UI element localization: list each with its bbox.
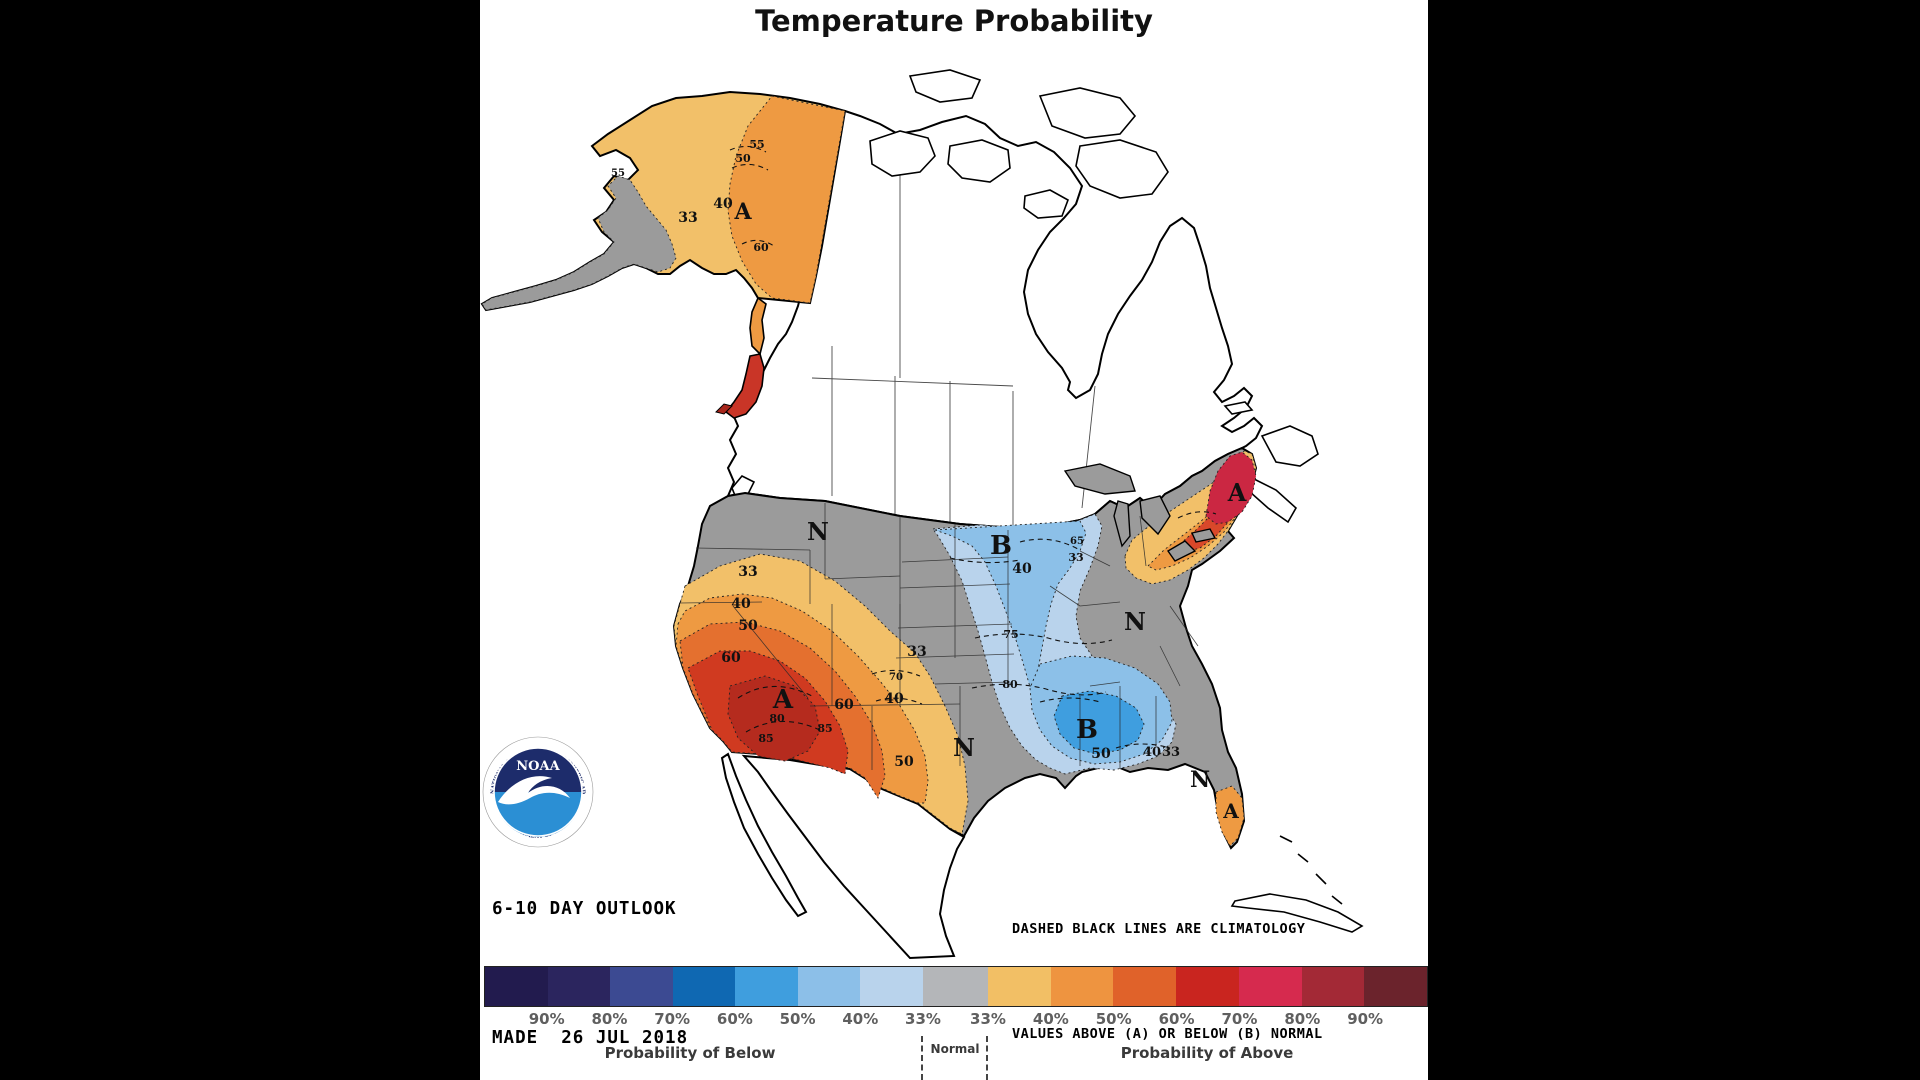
map-label-letter-A: A bbox=[1227, 478, 1247, 507]
map-canada bbox=[726, 69, 1319, 530]
normal-divider-left bbox=[921, 1036, 923, 1080]
colorbar-below-seg-3 bbox=[672, 967, 736, 1006]
map-label-contour-50: 50 bbox=[894, 754, 914, 770]
caption-normal: Normal bbox=[930, 1042, 980, 1056]
forecast-graphic-panel: Temperature Probability bbox=[480, 0, 1428, 1080]
colorbar-below-seg-6 bbox=[860, 967, 924, 1006]
map-label-letter-N: N bbox=[1124, 607, 1146, 636]
map-label-contour-40: 40 bbox=[1143, 745, 1161, 760]
map-label-contour-33: 33 bbox=[907, 644, 926, 660]
map-label-climo-80: 80 bbox=[1002, 678, 1018, 691]
map-label-contour-50: 50 bbox=[738, 618, 758, 634]
noaa-seagull-icon bbox=[498, 776, 570, 805]
issuance-line: 6-10 DAY OUTLOOK bbox=[492, 899, 677, 919]
map-label-contour-40: 40 bbox=[1012, 561, 1032, 577]
map-label-contour-33: 33 bbox=[738, 564, 757, 580]
note-line: DASHED BLACK LINES ARE CLIMATOLOGY bbox=[1012, 921, 1306, 937]
page-title: Temperature Probability bbox=[755, 4, 1153, 38]
map-label-contour-60: 60 bbox=[834, 697, 854, 713]
tick-above-40%: 40% bbox=[1032, 1010, 1069, 1028]
issuance-line: MADE 26 JUL 2018 bbox=[492, 1028, 689, 1048]
map-label-climo-85: 85 bbox=[817, 722, 832, 735]
map-label-contour-33: 33 bbox=[1162, 745, 1180, 760]
colorbar-above-seg-1 bbox=[1050, 967, 1114, 1006]
tick-above-90%: 90% bbox=[1347, 1010, 1384, 1028]
map-climatology-dashed-lines bbox=[729, 145, 1217, 749]
colorbar-below-seg-5 bbox=[797, 967, 861, 1006]
map-label-contour-33: 33 bbox=[1068, 551, 1083, 564]
colorbar-above-seg-3 bbox=[1176, 967, 1239, 1006]
colorbar-above-seg-4 bbox=[1238, 967, 1302, 1006]
colorbar-above-seg-0 bbox=[987, 967, 1051, 1006]
map-label-climo-75: 75 bbox=[1003, 628, 1018, 641]
tick-below-60%: 60% bbox=[716, 1010, 753, 1028]
noaa-wordmark: NOAA bbox=[516, 759, 560, 774]
map-caribbean bbox=[1230, 835, 1364, 933]
caption-probability-below: Probability of Below bbox=[604, 1044, 776, 1062]
map-label-climo-55: 55 bbox=[611, 168, 625, 179]
map-label-letter-A: A bbox=[772, 685, 794, 715]
colorbar-below-seg-2 bbox=[610, 967, 673, 1006]
tick-below-70%: 70% bbox=[654, 1010, 691, 1028]
map-label-letter-N: N bbox=[1190, 767, 1210, 793]
map-label-climo-70: 70 bbox=[889, 672, 903, 683]
colorbar-below-seg-4 bbox=[735, 967, 798, 1006]
tick-below-33%: 33% bbox=[905, 1010, 941, 1028]
map-label-letter-N: N bbox=[807, 517, 829, 546]
map-label-contour-40: 40 bbox=[884, 691, 904, 707]
tick-below-50%: 50% bbox=[779, 1010, 816, 1028]
colorbar-above-seg-6 bbox=[1364, 967, 1427, 1006]
map-label-letter-B: B bbox=[990, 531, 1012, 561]
normal-divider-right bbox=[986, 1036, 988, 1080]
colorbar-above-seg-2 bbox=[1113, 967, 1177, 1006]
noaa-logo: NATIONAL OCEANIC AND ATMOSPHERIC ADMINIS… bbox=[482, 736, 594, 848]
map-label-letter-A: A bbox=[733, 199, 752, 225]
map-label-climo-65: 65 bbox=[1070, 536, 1084, 547]
noaa-seal-rim bbox=[493, 747, 583, 837]
tick-above-80%: 80% bbox=[1284, 1010, 1321, 1028]
map-label-climo-60: 60 bbox=[753, 241, 769, 254]
colorbar-below-seg-1 bbox=[547, 967, 611, 1006]
map-below-normal-regions bbox=[932, 513, 1177, 775]
tick-above-33%: 33% bbox=[970, 1010, 1006, 1028]
tick-below-90%: 90% bbox=[528, 1010, 565, 1028]
probability-colorbar bbox=[484, 966, 1428, 1007]
map-label-letter-N: N bbox=[953, 733, 975, 762]
caption-probability-above: Probability of Above bbox=[1120, 1044, 1294, 1062]
map-label-letter-A: A bbox=[1222, 799, 1239, 823]
map-label-contour-40: 40 bbox=[731, 596, 751, 612]
tick-below-40%: 40% bbox=[842, 1010, 879, 1028]
map-label-letter-B: B bbox=[1076, 715, 1098, 745]
tick-above-60%: 60% bbox=[1158, 1010, 1195, 1028]
map-label-contour-33: 33 bbox=[678, 210, 697, 226]
tick-above-70%: 70% bbox=[1221, 1010, 1258, 1028]
tick-below-80%: 80% bbox=[591, 1010, 628, 1028]
map-label-climo-80: 80 bbox=[769, 712, 785, 725]
colorbar-below-seg-0 bbox=[485, 967, 548, 1006]
map-label-climo-55: 55 bbox=[749, 138, 764, 151]
note-line: GRAY AREAS ARE NEAR-NORMAL bbox=[1012, 1079, 1323, 1080]
map-label-climo-85: 85 bbox=[758, 732, 773, 745]
map-great-lakes bbox=[1063, 463, 1217, 562]
note-line: VALUES ABOVE (A) OR BELOW (B) NORMAL bbox=[1012, 1026, 1323, 1042]
map-label-contour-50: 50 bbox=[1091, 746, 1111, 762]
map-label-contour-40: 40 bbox=[713, 196, 733, 212]
map-label-contour-60: 60 bbox=[721, 650, 741, 666]
tick-above-50%: 50% bbox=[1095, 1010, 1132, 1028]
colorbar-normal-seg bbox=[923, 967, 988, 1006]
colorbar-above-seg-5 bbox=[1301, 967, 1365, 1006]
map-state-borders bbox=[679, 503, 1199, 770]
map-label-climo-50: 50 bbox=[735, 152, 751, 165]
